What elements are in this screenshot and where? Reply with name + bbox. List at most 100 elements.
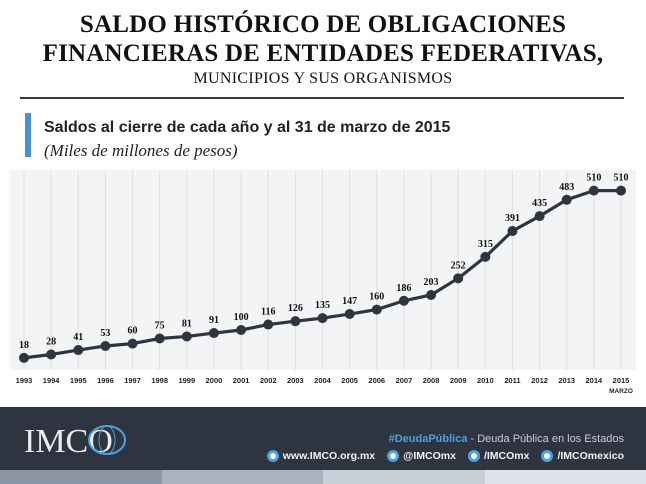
data-label: 435 — [532, 198, 547, 209]
facebook-link[interactable]: /IMCOmx — [467, 450, 530, 462]
twitter-icon — [387, 450, 400, 462]
data-label: 28 — [46, 336, 56, 347]
data-point — [426, 289, 437, 300]
x-tick-label: 2001 — [233, 376, 250, 385]
x-tick-label: 1999 — [178, 376, 195, 385]
x-tick-label: 2015 — [613, 376, 630, 385]
x-tick-label: 1993 — [16, 376, 33, 385]
x-tick-label: 2004 — [314, 376, 332, 385]
data-label: 160 — [369, 292, 384, 303]
x-tick-label: 1994 — [43, 376, 61, 385]
data-label: 315 — [478, 239, 493, 250]
x-tick-label: 2007 — [396, 376, 413, 385]
x-tick-label: 2013 — [558, 376, 575, 385]
footer-strip-segment — [484, 470, 646, 484]
data-label: 81 — [182, 318, 192, 329]
facebook-label: /IMCOmx — [483, 450, 530, 462]
data-point — [398, 295, 409, 306]
data-point — [208, 328, 219, 339]
x-tick-label: 2000 — [206, 376, 223, 385]
data-point — [100, 340, 111, 351]
imco-logo: IMCO — [24, 423, 126, 460]
data-point — [561, 194, 572, 205]
data-label: 391 — [505, 213, 520, 224]
data-label: 510 — [614, 173, 629, 184]
data-label: 252 — [451, 260, 466, 271]
x-tick-label: 2010 — [477, 376, 494, 385]
data-label: 75 — [155, 321, 165, 332]
data-point — [371, 304, 382, 315]
chart-heading: Saldos al cierre de cada año y al 31 de … — [44, 119, 451, 136]
data-point — [290, 316, 301, 327]
page-title: SALDO HISTÓRICO DE OBLIGACIONES FINANCIE… — [0, 10, 646, 68]
data-label: 483 — [559, 182, 574, 193]
x-tick-label: 2002 — [260, 376, 277, 385]
data-point — [317, 313, 328, 324]
x-tick-label: 2012 — [531, 376, 548, 385]
data-point — [127, 338, 138, 349]
title-line-2: FINANCIERAS DE ENTIDADES FEDERATIVAS, — [42, 40, 604, 67]
data-point — [73, 345, 84, 356]
data-label: 203 — [424, 277, 439, 288]
line-chart: 18 28 41 53 60 75 81 91 100 116 126 135 147 160 186 203… — [10, 170, 636, 395]
footer-strip-segment — [0, 470, 162, 484]
x-tick-label: 2006 — [368, 376, 385, 385]
page-subtitle: MUNICIPIOS Y SUS ORGANISMOS — [193, 70, 453, 87]
data-label: 135 — [315, 300, 330, 311]
youtube-label: /IMCOmexico — [557, 450, 624, 462]
x-tick-note: MARZO — [609, 388, 633, 395]
data-label: 60 — [128, 326, 138, 337]
website-label: www.IMCO.org.mx — [282, 450, 376, 462]
data-label: 116 — [261, 307, 275, 318]
hashtag-description: - Deuda Pública en los Estados — [467, 433, 625, 445]
chart-units: (Miles de millones de pesos) — [44, 141, 238, 160]
x-tick-label: 1995 — [70, 376, 87, 385]
data-point — [588, 185, 599, 196]
logo-globe-meridian — [98, 425, 116, 455]
data-label: 147 — [342, 296, 357, 307]
x-tick-label: 2011 — [504, 376, 520, 385]
data-label: 126 — [288, 303, 303, 314]
data-label: 100 — [234, 312, 249, 323]
data-point — [181, 331, 192, 342]
x-tick-label: 1997 — [124, 376, 141, 385]
data-label: 510 — [586, 173, 601, 184]
footer-strip-segment — [323, 470, 485, 484]
footer-strip-segment — [161, 470, 324, 484]
x-tick-label: 2009 — [450, 376, 467, 385]
data-label: 91 — [209, 315, 219, 326]
x-tick-label: 2003 — [287, 376, 304, 385]
website-link[interactable]: www.IMCO.org.mx — [266, 450, 376, 462]
data-point — [507, 226, 518, 237]
globe-icon — [266, 450, 279, 462]
title-divider — [20, 97, 624, 99]
data-point — [46, 349, 57, 360]
youtube-icon — [541, 450, 554, 462]
x-tick-label: 1998 — [151, 376, 168, 385]
facebook-icon — [467, 450, 480, 462]
data-label: 53 — [100, 328, 110, 339]
twitter-label: @IMCOmx — [403, 450, 456, 462]
data-label: 186 — [396, 283, 411, 294]
data-point — [480, 251, 491, 262]
data-label: 18 — [19, 340, 29, 351]
x-tick-label: 2014 — [586, 376, 604, 385]
data-point — [263, 319, 274, 330]
x-tick-label: 2005 — [341, 376, 358, 385]
data-point — [19, 352, 29, 363]
heading-accent-bar — [25, 113, 31, 157]
data-point — [534, 211, 545, 222]
footer-hashtag-line: #DeudaPública - Deuda Pública en los Est… — [389, 433, 624, 445]
data-point — [236, 325, 247, 335]
youtube-link[interactable]: /IMCOmexico — [541, 450, 624, 462]
footer-links: www.IMCO.org.mx @IMCOmx /IMCOmx /IMCOmex… — [266, 450, 624, 462]
title-line-1: SALDO HISTÓRICO DE OBLIGACIONES — [79, 11, 567, 38]
twitter-link[interactable]: @IMCOmx — [387, 450, 456, 462]
logo-text: IMCO — [24, 423, 113, 460]
data-point — [453, 273, 464, 284]
data-point — [344, 309, 355, 320]
data-point — [616, 185, 626, 196]
data-point — [154, 333, 165, 344]
data-label: 41 — [73, 332, 83, 343]
hashtag[interactable]: #DeudaPública — [388, 433, 468, 445]
